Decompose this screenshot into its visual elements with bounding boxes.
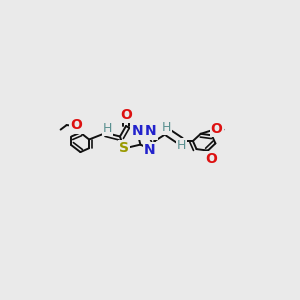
Text: O: O xyxy=(211,122,223,136)
Text: O: O xyxy=(120,108,132,122)
Text: H: H xyxy=(103,122,112,135)
Text: S: S xyxy=(119,142,129,155)
Text: O: O xyxy=(206,152,218,166)
Text: O: O xyxy=(70,118,83,132)
Text: N: N xyxy=(145,124,156,138)
Text: H: H xyxy=(162,121,172,134)
Text: N: N xyxy=(144,143,156,157)
Text: H: H xyxy=(177,139,187,152)
Text: N: N xyxy=(132,124,143,138)
